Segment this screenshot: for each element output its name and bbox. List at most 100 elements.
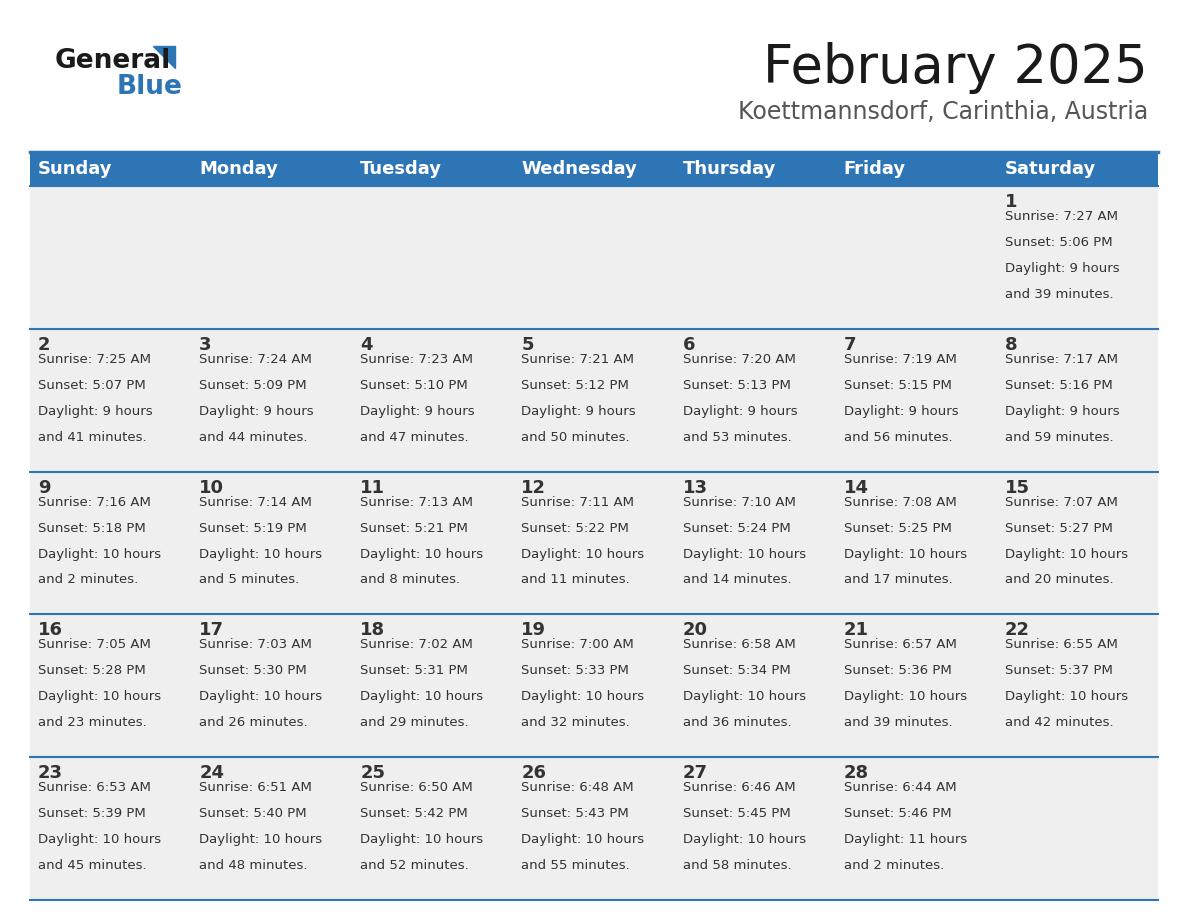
Text: Sunset: 5:40 PM: Sunset: 5:40 PM [200,807,307,820]
Text: Sunrise: 6:55 AM: Sunrise: 6:55 AM [1005,638,1118,652]
Text: Daylight: 10 hours: Daylight: 10 hours [1005,690,1127,703]
Text: Daylight: 10 hours: Daylight: 10 hours [522,547,645,561]
Text: Sunrise: 7:20 AM: Sunrise: 7:20 AM [683,353,796,365]
Text: Daylight: 10 hours: Daylight: 10 hours [360,834,484,846]
Text: 8: 8 [1005,336,1017,353]
Text: 3: 3 [200,336,211,353]
Text: Sunrise: 6:53 AM: Sunrise: 6:53 AM [38,781,151,794]
Text: Sunset: 5:39 PM: Sunset: 5:39 PM [38,807,146,820]
Text: Sunset: 5:24 PM: Sunset: 5:24 PM [683,521,790,534]
Text: Sunset: 5:37 PM: Sunset: 5:37 PM [1005,665,1113,677]
Text: 21: 21 [843,621,868,640]
Text: Sunrise: 7:13 AM: Sunrise: 7:13 AM [360,496,473,509]
Text: 24: 24 [200,764,225,782]
Text: Sunset: 5:43 PM: Sunset: 5:43 PM [522,807,630,820]
Text: Sunrise: 7:05 AM: Sunrise: 7:05 AM [38,638,151,652]
Text: Sunrise: 7:24 AM: Sunrise: 7:24 AM [200,353,312,365]
Polygon shape [153,46,175,68]
Text: and 45 minutes.: and 45 minutes. [38,859,146,872]
Text: 28: 28 [843,764,868,782]
Text: Sunrise: 6:57 AM: Sunrise: 6:57 AM [843,638,956,652]
Text: Sunrise: 6:46 AM: Sunrise: 6:46 AM [683,781,795,794]
Text: Sunset: 5:45 PM: Sunset: 5:45 PM [683,807,790,820]
Text: Daylight: 10 hours: Daylight: 10 hours [38,690,162,703]
Text: February 2025: February 2025 [763,42,1148,94]
Text: and 36 minutes.: and 36 minutes. [683,716,791,729]
Text: Sunset: 5:12 PM: Sunset: 5:12 PM [522,379,630,392]
Text: and 42 minutes.: and 42 minutes. [1005,716,1113,729]
Text: 7: 7 [843,336,857,353]
Text: 20: 20 [683,621,708,640]
Text: Sunset: 5:10 PM: Sunset: 5:10 PM [360,379,468,392]
Text: Sunrise: 7:11 AM: Sunrise: 7:11 AM [522,496,634,509]
Text: Daylight: 10 hours: Daylight: 10 hours [843,547,967,561]
Text: Sunrise: 7:07 AM: Sunrise: 7:07 AM [1005,496,1118,509]
Text: and 20 minutes.: and 20 minutes. [1005,574,1113,587]
Text: 16: 16 [38,621,63,640]
Text: 22: 22 [1005,621,1030,640]
Text: Daylight: 10 hours: Daylight: 10 hours [200,690,322,703]
Bar [30,614,1158,757]
Text: Tuesday: Tuesday [360,160,442,178]
Text: Sunrise: 6:51 AM: Sunrise: 6:51 AM [200,781,312,794]
Text: 14: 14 [843,478,868,497]
Text: 11: 11 [360,478,385,497]
Text: and 48 minutes.: and 48 minutes. [200,859,308,872]
Text: 1: 1 [1005,193,1017,211]
Text: and 2 minutes.: and 2 minutes. [38,574,138,587]
Text: Sunrise: 6:48 AM: Sunrise: 6:48 AM [522,781,634,794]
Text: Sunrise: 7:10 AM: Sunrise: 7:10 AM [683,496,796,509]
Text: Sunset: 5:34 PM: Sunset: 5:34 PM [683,665,790,677]
Text: Sunset: 5:19 PM: Sunset: 5:19 PM [200,521,307,534]
Text: and 50 minutes.: and 50 minutes. [522,431,630,443]
Text: Sunset: 5:33 PM: Sunset: 5:33 PM [522,665,630,677]
Text: Friday: Friday [843,160,905,178]
Text: Daylight: 9 hours: Daylight: 9 hours [38,405,152,418]
Text: and 44 minutes.: and 44 minutes. [200,431,308,443]
Text: Daylight: 10 hours: Daylight: 10 hours [683,547,805,561]
Text: 4: 4 [360,336,373,353]
Text: Sunrise: 7:19 AM: Sunrise: 7:19 AM [843,353,956,365]
Text: and 58 minutes.: and 58 minutes. [683,859,791,872]
Text: and 39 minutes.: and 39 minutes. [1005,288,1113,301]
Text: Daylight: 10 hours: Daylight: 10 hours [522,690,645,703]
Text: and 41 minutes.: and 41 minutes. [38,431,146,443]
Text: and 39 minutes.: and 39 minutes. [843,716,953,729]
Text: 15: 15 [1005,478,1030,497]
Text: 26: 26 [522,764,546,782]
Text: 9: 9 [38,478,51,497]
Text: Sunrise: 7:14 AM: Sunrise: 7:14 AM [200,496,312,509]
Text: and 23 minutes.: and 23 minutes. [38,716,147,729]
Text: 18: 18 [360,621,385,640]
Bar [30,329,1158,472]
Text: Sunrise: 6:44 AM: Sunrise: 6:44 AM [843,781,956,794]
Text: 2: 2 [38,336,51,353]
Text: Sunrise: 7:21 AM: Sunrise: 7:21 AM [522,353,634,365]
Text: Sunset: 5:28 PM: Sunset: 5:28 PM [38,665,146,677]
Text: #1a1a1a: #1a1a1a [57,55,63,56]
Bar [30,472,1158,614]
Text: Saturday: Saturday [1005,160,1097,178]
Text: and 59 minutes.: and 59 minutes. [1005,431,1113,443]
Text: Daylight: 10 hours: Daylight: 10 hours [1005,547,1127,561]
Text: Daylight: 11 hours: Daylight: 11 hours [843,834,967,846]
Text: Sunday: Sunday [38,160,113,178]
Text: Daylight: 10 hours: Daylight: 10 hours [38,834,162,846]
Text: Sunset: 5:30 PM: Sunset: 5:30 PM [200,665,307,677]
Text: 23: 23 [38,764,63,782]
Text: Sunset: 5:07 PM: Sunset: 5:07 PM [38,379,146,392]
Text: Daylight: 9 hours: Daylight: 9 hours [522,405,636,418]
Text: Wednesday: Wednesday [522,160,637,178]
Text: Monday: Monday [200,160,278,178]
Text: Daylight: 10 hours: Daylight: 10 hours [200,834,322,846]
Text: Sunset: 5:13 PM: Sunset: 5:13 PM [683,379,790,392]
Text: 19: 19 [522,621,546,640]
Text: Daylight: 9 hours: Daylight: 9 hours [200,405,314,418]
Text: and 14 minutes.: and 14 minutes. [683,574,791,587]
Text: Sunrise: 6:58 AM: Sunrise: 6:58 AM [683,638,795,652]
Text: Sunrise: 7:23 AM: Sunrise: 7:23 AM [360,353,473,365]
Text: and 55 minutes.: and 55 minutes. [522,859,630,872]
Text: Daylight: 10 hours: Daylight: 10 hours [843,690,967,703]
Text: and 2 minutes.: and 2 minutes. [843,859,944,872]
Text: Sunset: 5:18 PM: Sunset: 5:18 PM [38,521,146,534]
